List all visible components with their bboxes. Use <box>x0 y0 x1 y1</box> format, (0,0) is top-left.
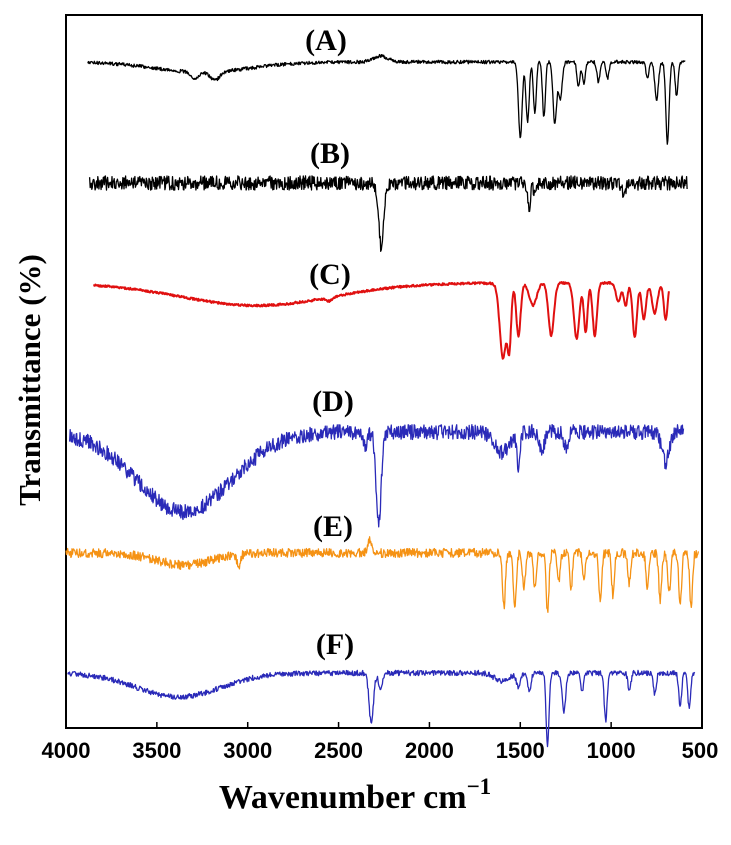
spectrum-label-e: (E) <box>313 510 353 543</box>
y-axis-label: Transmittance (%) <box>12 254 47 506</box>
x-tick-label: 2000 <box>405 738 454 763</box>
x-tick-label: 4000 <box>42 738 91 763</box>
spectrum-line-d <box>68 423 685 528</box>
spectrum-label-c: (C) <box>309 258 351 291</box>
spectrum-line-a <box>87 53 686 145</box>
x-axis-label: Wavenumber cm−1 <box>219 774 491 816</box>
spectra-curves <box>65 53 700 748</box>
spectrum-line-b <box>88 175 688 252</box>
x-tick-label: 3500 <box>132 738 181 763</box>
spectrum-label-f: (F) <box>316 628 354 661</box>
x-axis-ticks: 4000 3500 3000 2500 2000 1500 1000 500 <box>42 722 719 763</box>
x-tick-label: 1000 <box>587 738 636 763</box>
spectrum-label-d: (D) <box>312 385 354 418</box>
spectrum-line-e <box>65 536 700 613</box>
spectrum-line-f <box>67 669 696 748</box>
spectrum-line-c <box>92 281 670 360</box>
spectrum-label-a: (A) <box>305 24 347 57</box>
spectrum-label-b: (B) <box>310 137 350 170</box>
x-tick-label: 500 <box>682 738 719 763</box>
x-tick-label: 1500 <box>496 738 545 763</box>
plot-frame <box>65 14 703 729</box>
spectrum-labels: (A) (B) (C) (D) (E) (F) <box>305 24 354 661</box>
x-tick-label: 3000 <box>223 738 272 763</box>
x-tick-label: 2500 <box>314 738 363 763</box>
